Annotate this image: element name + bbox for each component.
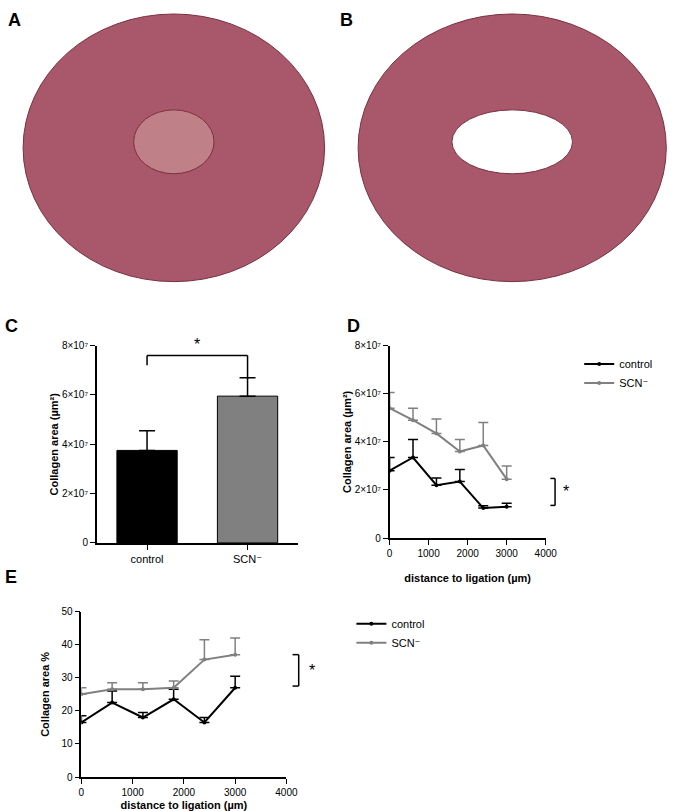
svg-text:E: E xyxy=(5,567,17,587)
svg-text:A: A xyxy=(8,10,21,30)
svg-text:Collagen area (µm²): Collagen area (µm²) xyxy=(341,390,353,493)
svg-text:2×10⁷: 2×10⁷ xyxy=(355,484,382,495)
svg-text:4×10⁷: 4×10⁷ xyxy=(355,436,382,447)
svg-text:2000: 2000 xyxy=(457,548,480,559)
svg-text:0: 0 xyxy=(79,787,85,798)
svg-text:1000: 1000 xyxy=(122,787,145,798)
svg-text:8×10⁷: 8×10⁷ xyxy=(62,340,89,351)
svg-text:2000: 2000 xyxy=(173,787,196,798)
svg-text:distance to ligation (µm): distance to ligation (µm) xyxy=(404,572,531,584)
svg-text:control: control xyxy=(131,553,164,565)
svg-text:50: 50 xyxy=(62,606,74,617)
svg-text:3000: 3000 xyxy=(224,787,247,798)
svg-text:4000: 4000 xyxy=(535,548,558,559)
svg-text:SCN⁻: SCN⁻ xyxy=(391,637,420,649)
svg-text:D: D xyxy=(347,316,360,336)
svg-text:control: control xyxy=(391,618,424,630)
svg-text:4×10⁷: 4×10⁷ xyxy=(62,439,89,450)
svg-text:6×10⁷: 6×10⁷ xyxy=(62,389,89,400)
svg-text:*: * xyxy=(563,483,569,500)
svg-text:30: 30 xyxy=(62,672,74,683)
svg-text:Collagen area %: Collagen area % xyxy=(39,652,51,737)
svg-text:distance to ligation (µm): distance to ligation (µm) xyxy=(121,799,248,811)
svg-text:control: control xyxy=(619,358,652,370)
svg-text:0: 0 xyxy=(387,548,393,559)
svg-text:20: 20 xyxy=(62,705,74,716)
svg-text:40: 40 xyxy=(62,639,74,650)
svg-text:6×10⁷: 6×10⁷ xyxy=(355,388,382,399)
svg-text:0: 0 xyxy=(375,533,381,544)
svg-text:3000: 3000 xyxy=(496,548,519,559)
svg-text:8×10⁷: 8×10⁷ xyxy=(355,340,382,351)
svg-text:B: B xyxy=(340,10,353,30)
svg-text:*: * xyxy=(309,662,315,679)
svg-text:C: C xyxy=(5,316,18,336)
svg-text:10: 10 xyxy=(62,738,74,749)
svg-text:Collagen area (µm²): Collagen area (µm²) xyxy=(48,393,60,496)
svg-text:0: 0 xyxy=(82,537,88,548)
svg-text:0: 0 xyxy=(67,772,73,783)
svg-text:SCN⁻: SCN⁻ xyxy=(233,553,262,565)
svg-text:4000: 4000 xyxy=(275,787,298,798)
svg-text:*: * xyxy=(194,336,200,353)
svg-text:SCN⁻: SCN⁻ xyxy=(619,377,648,389)
svg-text:1000: 1000 xyxy=(417,548,440,559)
svg-text:2×10⁷: 2×10⁷ xyxy=(62,488,89,499)
